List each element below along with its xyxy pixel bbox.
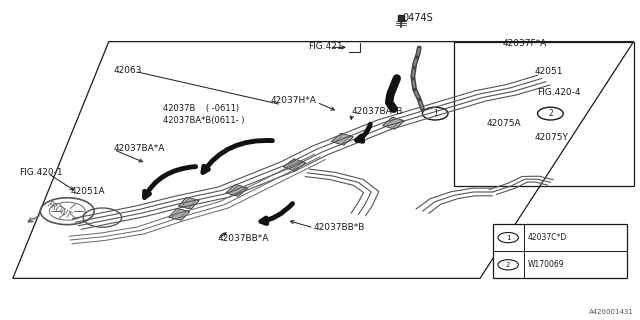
Bar [332, 133, 353, 145]
Text: FIG.421: FIG.421 [308, 42, 342, 51]
Text: 42037BA*B: 42037BA*B [352, 108, 403, 116]
Bar [285, 160, 303, 170]
Bar [172, 209, 187, 220]
Text: 0474S: 0474S [403, 12, 433, 23]
Text: 42037F*A: 42037F*A [502, 39, 547, 48]
Circle shape [538, 107, 563, 120]
Text: FIG.420-1: FIG.420-1 [19, 168, 63, 177]
Bar [383, 117, 404, 129]
Bar [169, 209, 189, 220]
Circle shape [498, 232, 518, 243]
Bar [226, 185, 248, 196]
Text: 1: 1 [433, 109, 438, 118]
Circle shape [498, 260, 518, 270]
Text: 42075Y: 42075Y [534, 133, 568, 142]
Bar [334, 134, 351, 144]
Text: 42037BB*A: 42037BB*A [218, 234, 269, 243]
Text: 42037BA*A: 42037BA*A [114, 144, 165, 153]
Text: W170069: W170069 [527, 260, 564, 269]
Circle shape [422, 107, 448, 120]
Bar [228, 185, 245, 196]
Bar [385, 118, 402, 128]
Text: 42051: 42051 [534, 68, 563, 76]
Text: FIG.420-4: FIG.420-4 [538, 88, 581, 97]
Text: 42075A: 42075A [486, 119, 521, 128]
Text: 42037H*A: 42037H*A [271, 96, 317, 105]
Text: 42037B    ( -0611): 42037B ( -0611) [163, 104, 239, 113]
Bar [493, 224, 627, 278]
Bar [181, 198, 196, 208]
Text: 42037BB*B: 42037BB*B [314, 223, 365, 232]
Bar [283, 159, 306, 171]
Text: 42037C*D: 42037C*D [527, 233, 566, 242]
Text: 42037BA*B(0611- ): 42037BA*B(0611- ) [163, 116, 244, 124]
Text: 42063: 42063 [114, 66, 143, 75]
Text: 2: 2 [548, 109, 553, 118]
Text: A420001431: A420001431 [589, 309, 634, 315]
Text: 1: 1 [506, 235, 511, 241]
Text: 2: 2 [506, 262, 510, 268]
Bar [179, 197, 199, 209]
Text: 42051A: 42051A [70, 188, 105, 196]
Text: FRONT: FRONT [46, 200, 73, 221]
